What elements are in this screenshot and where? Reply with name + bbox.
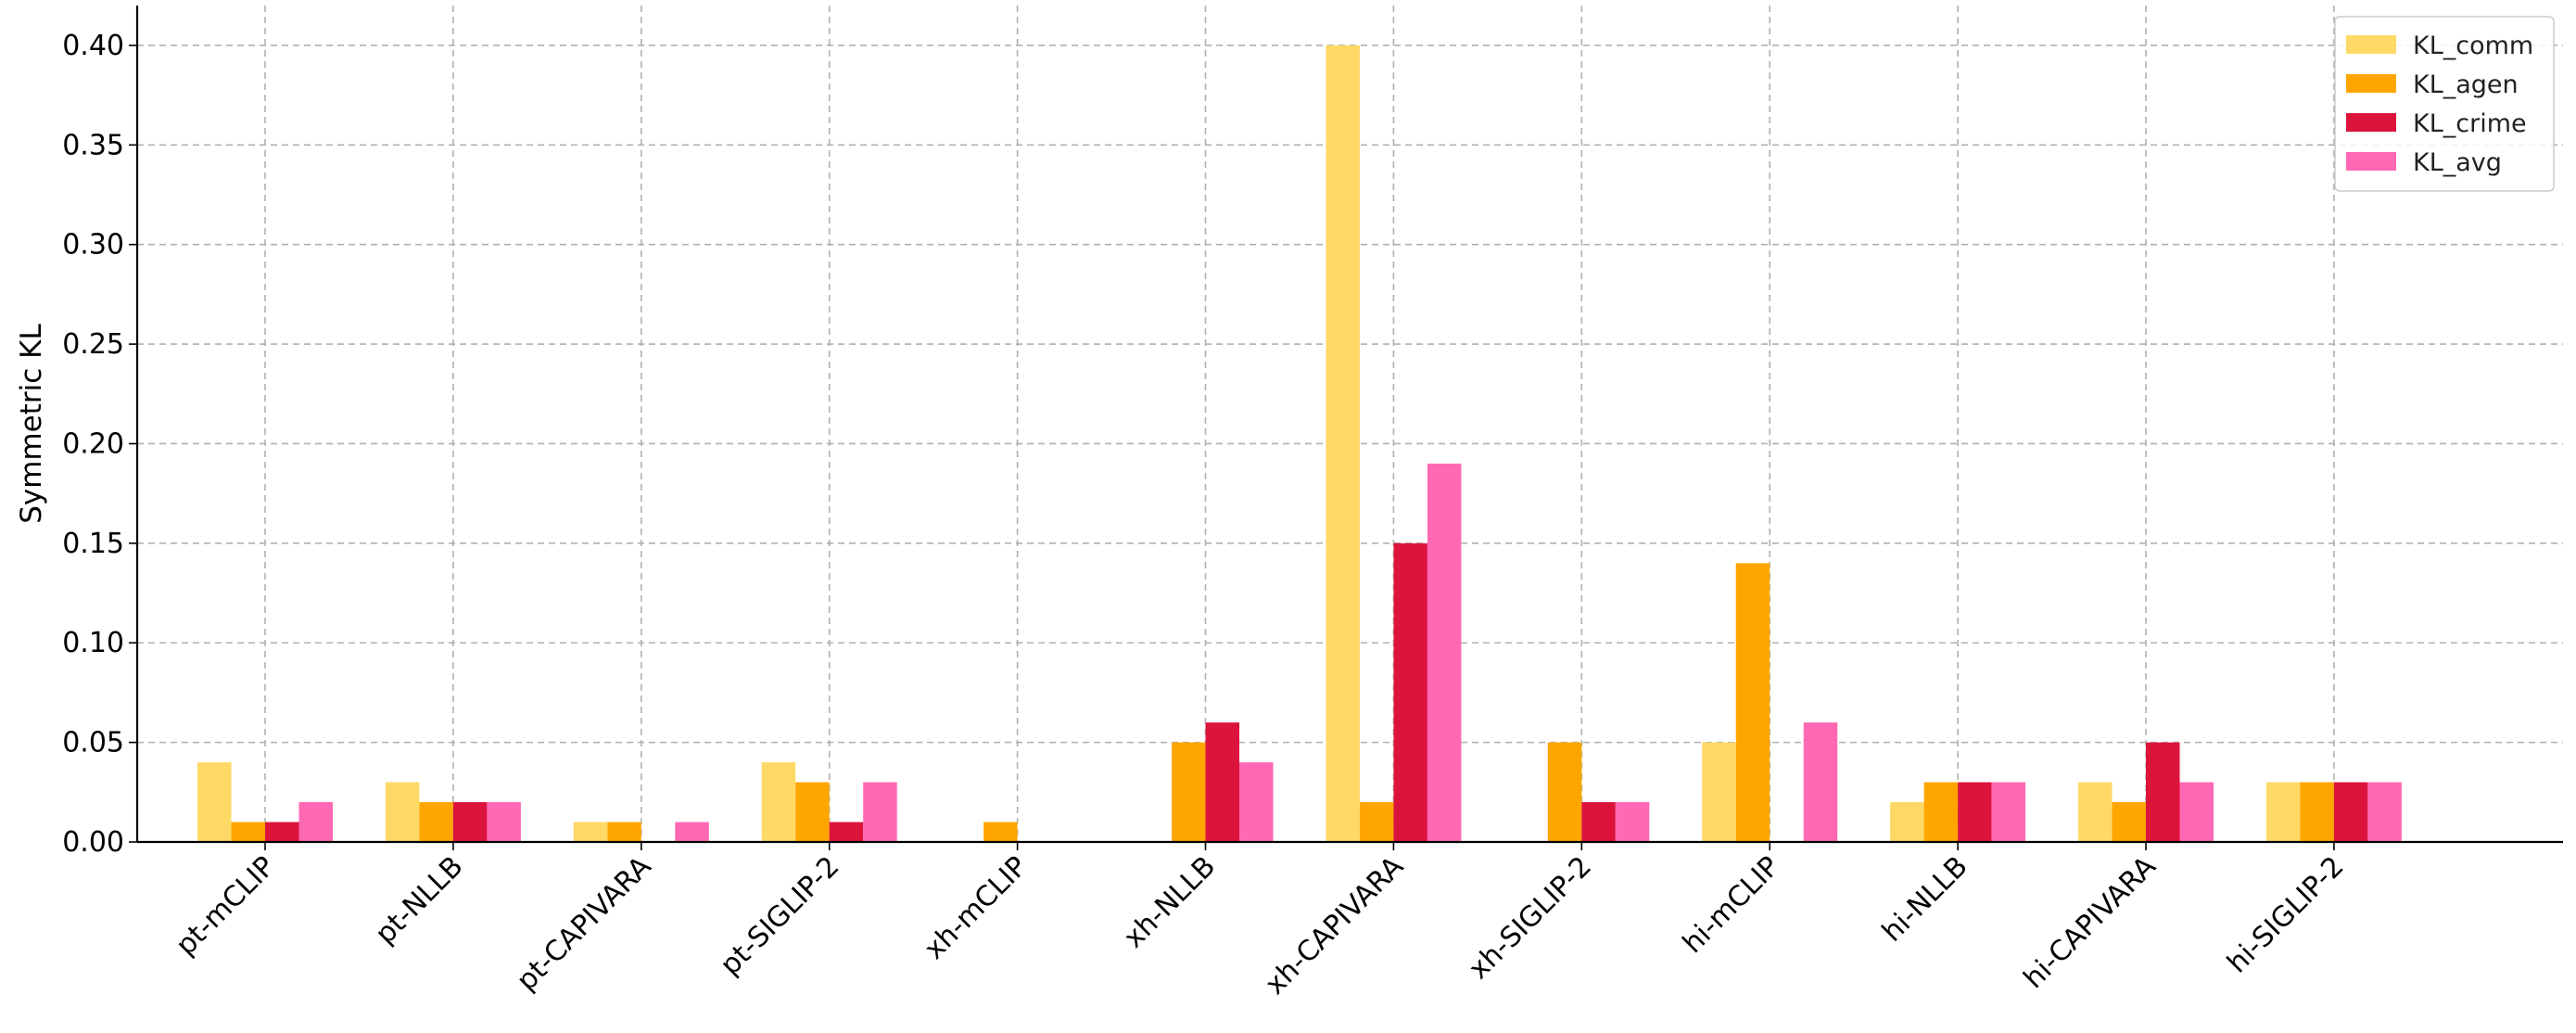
x-tick-label: xh-SIGLIP-2 [1463,850,1598,986]
bar-kl-avg [298,802,333,842]
bar-kl-agen [2112,802,2146,842]
bar-kl-agen [2300,782,2334,842]
legend-label: KL_crime [2413,109,2527,138]
bar-kl-agen [419,802,453,842]
x-tick-label: xh-CAPIVARA [1259,850,1410,1001]
x-tick-label: pt-NLLB [369,850,469,950]
legend-label: KL_agen [2413,70,2519,99]
bar-kl-avg [2179,782,2214,842]
bar-kl-agen [231,822,265,842]
legend-label: KL_comm [2413,32,2533,60]
axes-layer [129,6,2563,850]
bar-kl-avg [1427,463,1462,842]
y-tick-label: 0.25 [62,328,124,361]
legend-label: KL_avg [2413,148,2502,177]
y-tick-label: 0.35 [62,129,124,161]
legend-swatch [2346,35,2396,54]
bars-layer [197,45,2402,842]
x-tick-label: pt-CAPIVARA [511,850,658,998]
bar-kl-comm [2265,782,2301,842]
bar-kl-avg [2367,782,2402,842]
bar-kl-crime [2146,742,2180,842]
bar-kl-crime [829,822,864,842]
y-tick-label: 0.20 [62,427,124,460]
bar-kl-crime [1581,802,1616,842]
x-tick-label: hi-SIGLIP-2 [2221,850,2350,979]
y-tick-label: 0.00 [62,826,124,859]
bar-kl-comm [761,762,796,842]
y-tick-label: 0.05 [62,727,124,759]
legend: KL_comm KL_agen KL_crime KL_avg [2334,16,2555,192]
bar-kl-crime [1205,722,1239,842]
bar-kl-agen [1172,742,1206,842]
x-tick-label: pt-mCLIP [170,850,282,963]
y-tick-label: 0.40 [62,30,124,62]
bar-kl-agen [1735,563,1770,842]
bar-kl-comm [1702,742,1736,842]
legend-frame [2334,16,2555,192]
bar-kl-agen [1359,802,1394,842]
ticks-layer: 0.00 0.05 0.10 0.15 0.20 0.25 0.30 0.35 0.40 pt-m… [62,30,2350,1001]
legend-swatch [2346,113,2396,132]
x-tick-label: xh-mCLIP [919,850,1034,966]
bar-kl-agen [607,822,641,842]
bar-kl-agen [795,782,830,842]
bar-kl-comm [1890,802,1924,842]
x-tick-label: hi-CAPIVARA [2017,850,2163,996]
legend-swatch [2346,74,2396,93]
bar-kl-crime [2333,782,2368,842]
bar-kl-avg [1239,762,1274,842]
bar-kl-avg [1991,782,2026,842]
y-tick-label: 0.10 [62,627,124,659]
bar-kl-avg [675,822,709,842]
x-tick-label: pt-SIGLIP-2 [714,850,845,982]
bar-kl-agen [1547,742,1582,842]
bar-kl-crime [1393,542,1428,842]
bar-kl-comm [385,782,420,842]
bar-kl-crime [452,802,488,842]
y-tick-label: 0.15 [62,528,124,560]
x-tick-label: xh-NLLB [1118,850,1222,954]
y-axis-label: Symmetric KL [15,324,48,524]
x-tick-label: hi-mCLIP [1677,850,1786,960]
bar-kl-agen [1923,782,1959,842]
bar-kl-comm [197,762,232,842]
bar-kl-avg [487,802,521,842]
bar-kl-avg [1803,722,1838,842]
bar-kl-comm [573,822,608,842]
y-tick-label: 0.30 [62,229,124,261]
bar-kl-agen [983,822,1018,842]
legend-swatch [2346,152,2396,171]
bar-kl-crime [265,822,299,842]
bar-kl-comm [1326,45,1360,842]
bar-kl-comm [2078,782,2113,842]
bar-kl-avg [863,782,897,842]
bar-kl-crime [1958,782,1992,842]
x-tick-label: hi-NLLB [1876,850,1974,949]
bar-kl-avg [1615,802,1650,842]
